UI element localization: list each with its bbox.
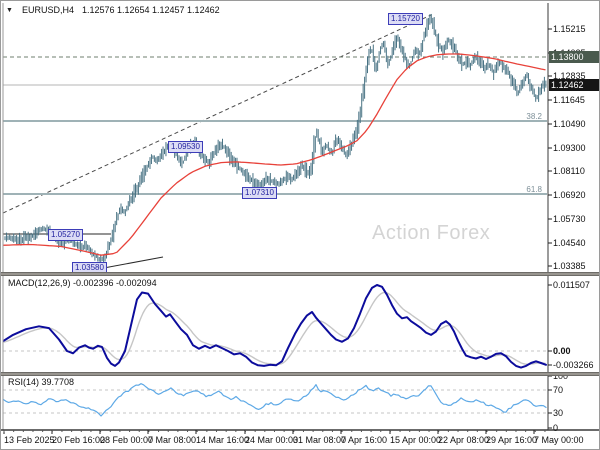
price-axis-label: 1.05730 — [553, 214, 586, 224]
time-axis-label: 31 Mar 08:00 — [293, 435, 347, 445]
time-axis-label: 7 May 00:00 — [534, 435, 584, 445]
macd-indicator-label: MACD(12,26,9) -0.002396 -0.002094 — [8, 278, 157, 288]
price-axis-label: 1.10490 — [553, 119, 586, 129]
chart-object-price-label[interactable]: 1.05270 — [48, 229, 83, 241]
price-axis-label: 1.08110 — [553, 166, 585, 176]
price-axis-label: 1.15215 — [553, 24, 586, 34]
indicator-axis-label: 0 — [553, 423, 559, 433]
indicator-axis-label: 30 — [553, 408, 564, 418]
ohlc-values: 1.12576 1.12654 1.12457 1.12462 — [81, 5, 220, 15]
chart-object-price-label[interactable]: 1.09530 — [168, 141, 203, 153]
symbol-dropdown-icon[interactable]: ▼ — [6, 6, 13, 14]
price-axis-label: 1.09300 — [553, 143, 586, 153]
action-forex-watermark: Action Forex — [372, 222, 491, 244]
fib-retracement-label[interactable]: 61.8 — [526, 185, 542, 194]
time-axis-label: 20 Feb 16:00 — [52, 435, 106, 445]
price-axis-label: 1.04540 — [553, 238, 586, 248]
time-axis-label: 29 Apr 16:00 — [486, 435, 538, 445]
time-axis-label: 24 Mar 00:00 — [245, 435, 299, 445]
rsi-line — [3, 383, 547, 417]
chart-object-price-label[interactable]: 1.07310 — [242, 187, 277, 199]
panel-separator-macd[interactable] — [1, 272, 599, 276]
time-axis-label: 22 Apr 08:00 — [438, 435, 490, 445]
price-axis-label: 1.06920 — [553, 190, 586, 200]
price-axis-highlight-1.13800: 1.13800 — [549, 51, 599, 63]
rsi-indicator-label: RSI(14) 39.7708 — [8, 377, 75, 387]
rsi-panel[interactable] — [1, 383, 547, 417]
time-axis-label: 14 Mar 16:00 — [196, 435, 250, 445]
chart-object-price-label[interactable]: 1.15720 — [388, 13, 423, 25]
panel-separator-rsi[interactable] — [1, 372, 599, 376]
time-axis-label: 7 Mar 08:00 — [148, 435, 197, 445]
fib-retracement-label[interactable]: 38.2 — [526, 112, 542, 121]
time-axis-label: 28 Feb 00:00 — [100, 435, 154, 445]
symbol-timeframe-label: EURUSD,H4 — [21, 5, 74, 15]
price-axis-label: 1.11645 — [553, 95, 585, 105]
chart-header: ▼ EURUSD,H4 1.12576 1.12654 1.12457 1.12… — [6, 5, 220, 15]
price-axis-label: 1.03385 — [553, 261, 586, 271]
ma-line[interactable] — [1, 53, 546, 256]
indicator-axis-label: 0.011507 — [553, 280, 590, 290]
ascending-trendline[interactable] — [3, 14, 432, 214]
macd-panel[interactable] — [1, 284, 547, 369]
indicator-axis-label: 70 — [553, 385, 564, 395]
price-axis-highlight-1.12462: 1.12462 — [549, 79, 599, 91]
time-axis-label: 13 Feb 2025 — [4, 435, 55, 445]
time-axis-label: 15 Apr 00:00 — [390, 435, 442, 445]
indicator-axis-label: 100 — [553, 371, 569, 381]
indicator-axis-label: 0.00 — [553, 346, 571, 356]
macd-main-line — [3, 284, 547, 369]
indicator-axis-label: -0.003266 — [553, 360, 594, 370]
macd-signal-line — [3, 291, 546, 366]
time-axis-label: 7 Apr 16:00 — [341, 435, 388, 445]
price-axis-label: 1.12835 — [553, 71, 586, 81]
